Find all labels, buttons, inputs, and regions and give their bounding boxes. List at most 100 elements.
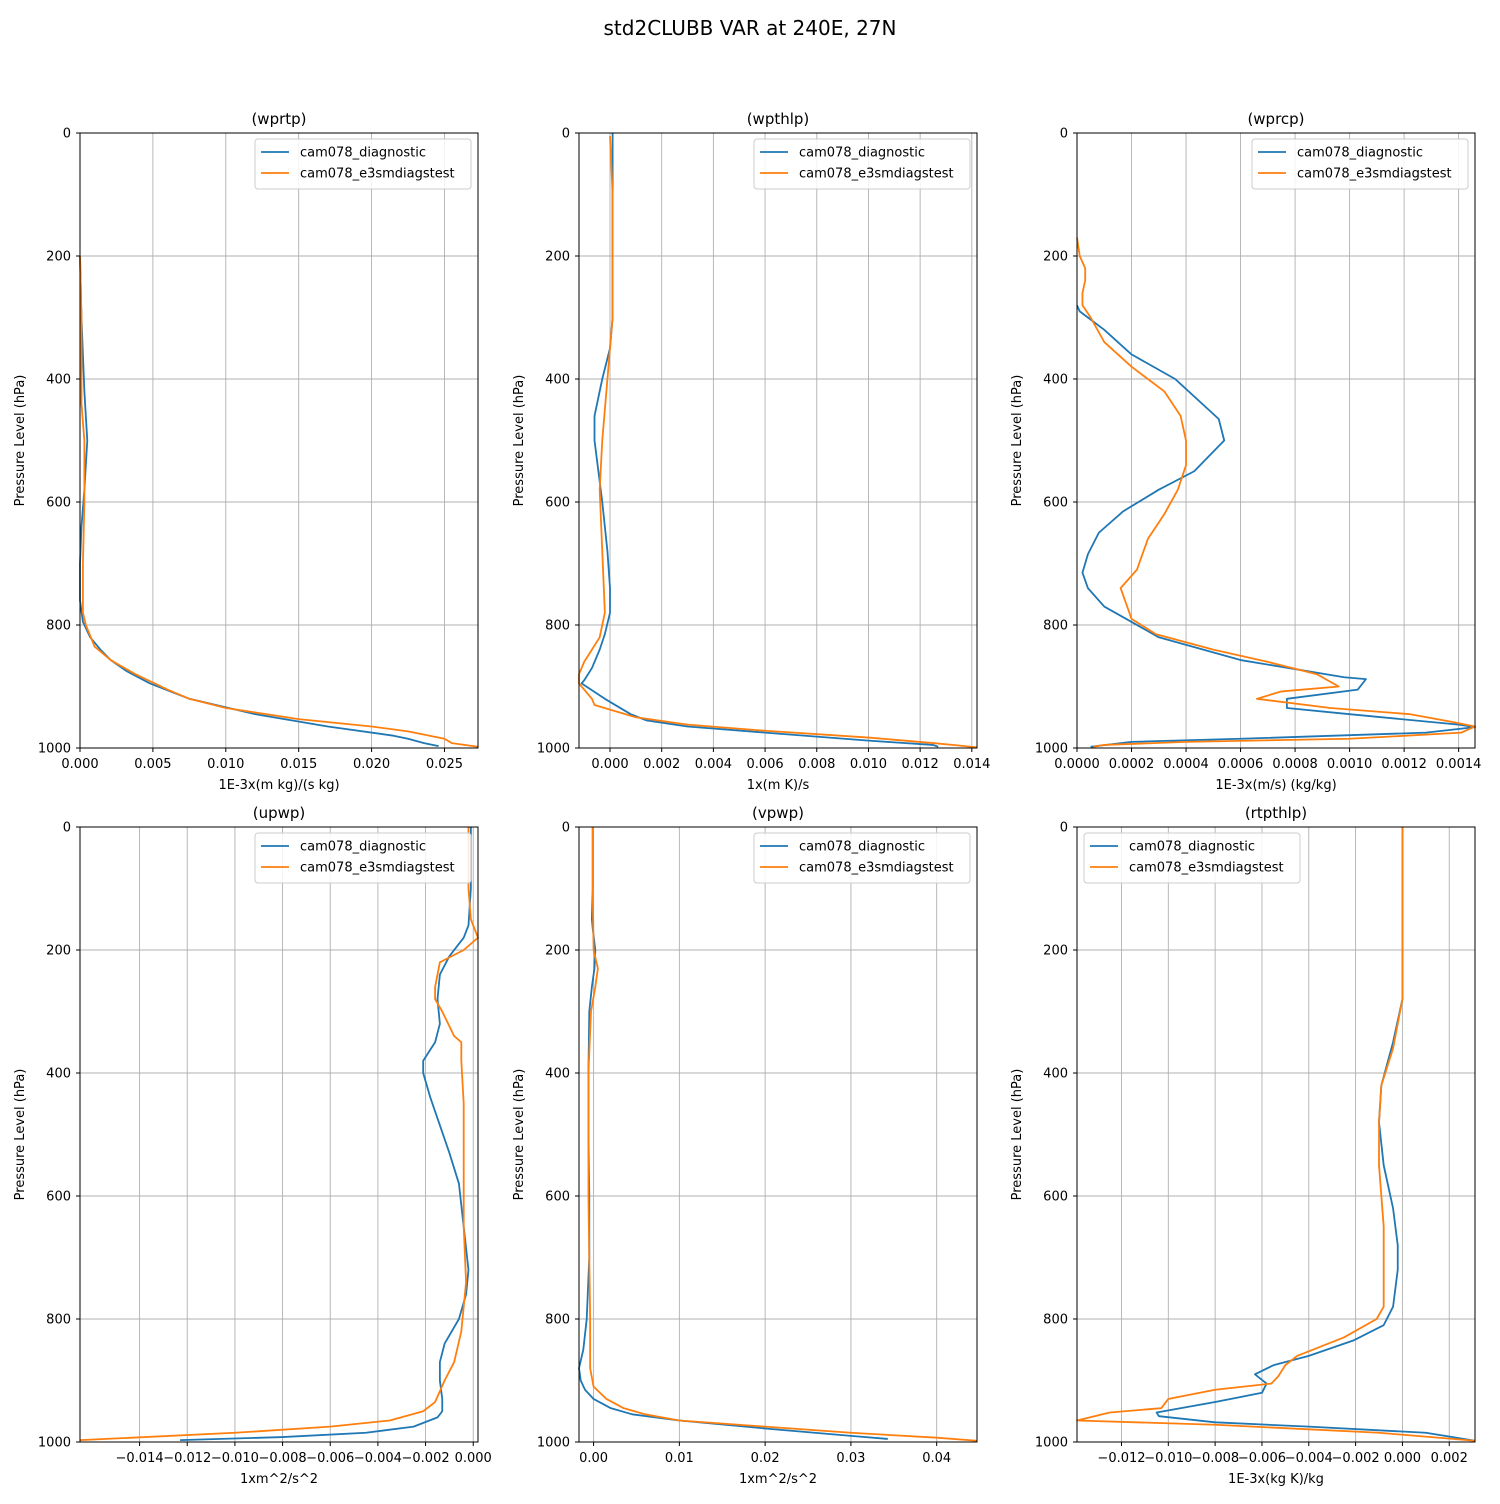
legend-box — [1083, 832, 1301, 884]
x-axis-label: 1E-3x(kg K)/kg — [1228, 1472, 1324, 1487]
x-tick-label: 0.025 — [426, 757, 463, 772]
subplot-title: (wpthlp) — [747, 110, 810, 128]
x-tick-label: −0.002 — [1332, 1451, 1380, 1466]
legend-box — [753, 138, 971, 190]
x-tick-label: 0.000 — [455, 1451, 492, 1466]
x-tick-label: 0.002 — [1431, 1451, 1468, 1466]
legend-label: cam078_diagnostic — [1297, 146, 1423, 161]
y-axis-label: Pressure Level (hPa) — [1010, 375, 1025, 507]
x-tick-label: 0.014 — [953, 757, 990, 772]
y-tick-label: 800 — [46, 1313, 71, 1328]
x-tick-label: 0.020 — [353, 757, 390, 772]
x-tick-label: 0.0006 — [1218, 757, 1264, 772]
axes-frame — [578, 132, 978, 749]
x-tick-label: 0.006 — [746, 757, 783, 772]
y-tick-label: 400 — [545, 373, 570, 388]
y-tick-label: 800 — [545, 619, 570, 634]
y-tick-label: 0 — [63, 821, 71, 836]
legend-label: cam078_diagnostic — [799, 146, 925, 161]
x-axis-label: 1xm^2/s^2 — [739, 1472, 817, 1487]
x-tick-label: 0.004 — [695, 757, 732, 772]
legend-label: cam078_e3smdiagstest — [300, 167, 455, 182]
x-axis-label: 1x(m K)/s — [747, 778, 810, 793]
y-tick-label: 600 — [46, 1190, 71, 1205]
y-axis-label: Pressure Level (hPa) — [512, 375, 527, 507]
legend-box — [254, 832, 472, 884]
x-tick-label: −0.010 — [211, 1451, 259, 1466]
subplot-0: 0.000 0.005 0.010 0.015 0.020 0.025 0 200 400 600… — [13, 110, 479, 793]
legend-box — [1251, 138, 1469, 190]
x-tick-label: −0.006 — [1238, 1451, 1286, 1466]
legend: cam078_diagnostic cam078_e3smdiagstest — [254, 832, 472, 884]
x-tick-label: 0.04 — [922, 1451, 951, 1466]
y-tick-label: 1000 — [537, 742, 570, 757]
legend-label: cam078_e3smdiagstest — [1297, 167, 1452, 182]
y-tick-label: 0 — [1060, 127, 1068, 142]
y-tick-label: 600 — [545, 1190, 570, 1205]
y-tick-label: 1000 — [38, 742, 71, 757]
y-tick-label: 1000 — [1035, 742, 1068, 757]
subplot-title: (wprtp) — [251, 110, 306, 128]
legend-label: cam078_e3smdiagstest — [799, 861, 954, 876]
y-tick-label: 800 — [545, 1313, 570, 1328]
y-tick-label: 200 — [1043, 944, 1068, 959]
legend-label: cam078_diagnostic — [799, 840, 925, 855]
series-line-diagnostic — [79, 255, 439, 748]
axes-frame — [79, 132, 479, 749]
legend: cam078_diagnostic cam078_e3smdiagstest — [753, 138, 971, 190]
y-tick-label: 200 — [46, 250, 71, 265]
x-tick-label: 0.0012 — [1381, 757, 1427, 772]
y-tick-label: 800 — [1043, 619, 1068, 634]
y-tick-label: 200 — [545, 944, 570, 959]
subplot-4: 0.00 0.01 0.02 0.03 0.04 0 200 400 600 800 1000 (vp… — [512, 804, 978, 1487]
series-line-e3smdiagstest — [587, 827, 978, 1442]
y-tick-label: 200 — [46, 944, 71, 959]
axes-frame — [1076, 826, 1476, 1443]
y-tick-label: 400 — [46, 1067, 71, 1082]
y-tick-label: 400 — [545, 1067, 570, 1082]
series-line-e3smdiagstest — [79, 827, 479, 1442]
legend: cam078_diagnostic cam078_e3smdiagstest — [254, 138, 472, 190]
y-axis-label: Pressure Level (hPa) — [13, 1069, 28, 1201]
x-tick-label: 0.0002 — [1109, 757, 1155, 772]
y-tick-label: 0 — [562, 127, 570, 142]
subplot-title: (upwp) — [253, 804, 306, 822]
x-tick-label: 0.0014 — [1436, 757, 1482, 772]
x-axis-label: 1E-3x(m kg)/(s kg) — [218, 778, 339, 793]
series-line-diagnostic — [578, 827, 888, 1440]
x-tick-label: −0.014 — [116, 1451, 164, 1466]
x-tick-label: −0.012 — [1097, 1451, 1145, 1466]
legend-label: cam078_e3smdiagstest — [300, 861, 455, 876]
x-tick-label: −0.008 — [1191, 1451, 1239, 1466]
axes-frame — [79, 826, 479, 1443]
series-line-e3smdiagstest — [79, 255, 479, 748]
y-tick-label: 600 — [1043, 496, 1068, 511]
x-tick-label: 0.010 — [850, 757, 887, 772]
x-tick-label: −0.004 — [354, 1451, 402, 1466]
x-tick-label: −0.004 — [1285, 1451, 1333, 1466]
x-tick-label: 0.0000 — [1054, 757, 1100, 772]
y-tick-label: 400 — [1043, 1067, 1068, 1082]
y-tick-label: 1000 — [1035, 1436, 1068, 1451]
axes-frame — [578, 826, 978, 1443]
axes-frame — [1076, 132, 1476, 749]
series-line-e3smdiagstest — [1076, 237, 1476, 748]
y-tick-label: 800 — [1043, 1313, 1068, 1328]
x-tick-label: 0.01 — [665, 1451, 694, 1466]
y-tick-label: 600 — [545, 496, 570, 511]
subplot-2: 0.0000 0.0002 0.0004 0.0006 0.0008 0.0010 0.00… — [1010, 110, 1481, 793]
x-tick-label: 0.00 — [579, 1451, 608, 1466]
series-line-diagnostic — [580, 133, 939, 748]
x-tick-label: 0.000 — [591, 757, 628, 772]
y-tick-label: 200 — [545, 250, 570, 265]
x-tick-label: 0.0008 — [1272, 757, 1318, 772]
legend-label: cam078_diagnostic — [300, 146, 426, 161]
x-tick-label: 0.000 — [61, 757, 98, 772]
x-tick-label: 0.02 — [751, 1451, 780, 1466]
x-tick-label: 0.015 — [280, 757, 317, 772]
x-axis-label: 1E-3x(m/s) (kg/kg) — [1215, 778, 1336, 793]
x-tick-label: 0.005 — [134, 757, 171, 772]
x-tick-label: 0.012 — [902, 757, 939, 772]
